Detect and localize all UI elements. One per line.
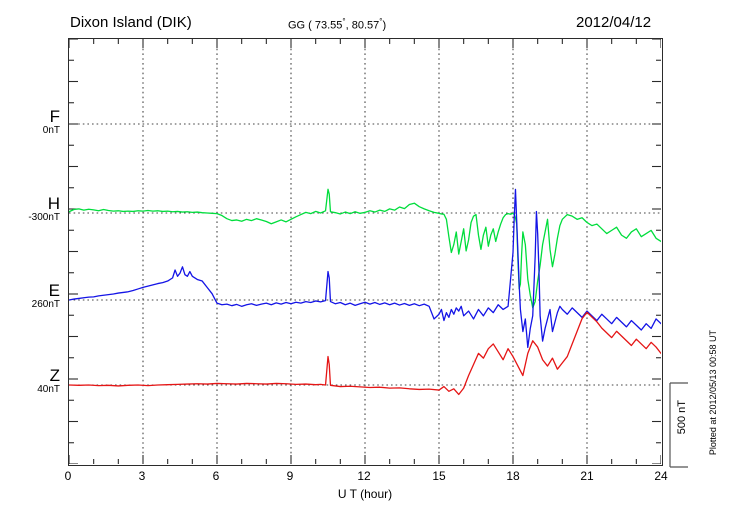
xtick-label-12: 12 — [357, 469, 371, 483]
component-baseline-e: 260nT — [31, 299, 60, 310]
component-label-f: F 0nT — [8, 108, 60, 136]
xtick-label-3: 3 — [138, 469, 146, 483]
magnetogram-plot-area — [68, 38, 663, 466]
xtick-label-9: 9 — [286, 469, 294, 483]
xtick-label-21: 21 — [580, 469, 594, 483]
vertical-gridlines — [142, 39, 588, 464]
x-axis-ticks — [69, 39, 661, 464]
component-baseline-z: 40nT — [37, 384, 60, 395]
component-label-e: E 260nT — [8, 282, 60, 310]
xtick-label-24: 24 — [654, 469, 668, 483]
xtick-label-0: 0 — [64, 469, 72, 483]
station-title: Dixon Island (DIK) — [70, 14, 192, 31]
component-label-h: H -300nT — [8, 195, 60, 223]
x-axis-title: U T (hour) — [337, 487, 393, 501]
y-axis-ticks — [69, 39, 661, 464]
observation-date: 2012/04/12 — [576, 14, 652, 31]
plotted-timestamp: Plotted at 2012/05/13 00:58 UT — [708, 330, 718, 456]
gg-lat-text: GG ( 73.55 — [288, 19, 343, 32]
scale-bar — [669, 382, 688, 468]
degree-symbol-lat: ° — [342, 17, 346, 26]
component-baseline-h: -300nT — [28, 212, 60, 223]
component-label-z: Z 40nT — [8, 367, 60, 395]
gg-paren-close: ) — [382, 19, 387, 32]
scale-bar-label: 500 nT — [676, 400, 688, 435]
component-baselines — [69, 123, 661, 386]
xtick-label-6: 6 — [212, 469, 220, 483]
gg-lon-text: , 80.57 — [345, 19, 380, 32]
component-name-z: Z — [49, 366, 60, 385]
degree-symbol-lon: ° — [379, 17, 383, 26]
component-name-e: E — [48, 281, 60, 300]
xtick-label-18: 18 — [506, 469, 520, 483]
data-traces — [69, 188, 661, 396]
component-baseline-f: 0nT — [42, 125, 60, 136]
xtick-label-15: 15 — [432, 469, 446, 483]
component-name-h: H — [47, 194, 60, 213]
component-name-f: F — [49, 107, 60, 126]
geographic-coordinates: GG ( 73.55°, 80.57°) — [288, 17, 386, 32]
magnetogram-traces-svg — [69, 39, 661, 464]
